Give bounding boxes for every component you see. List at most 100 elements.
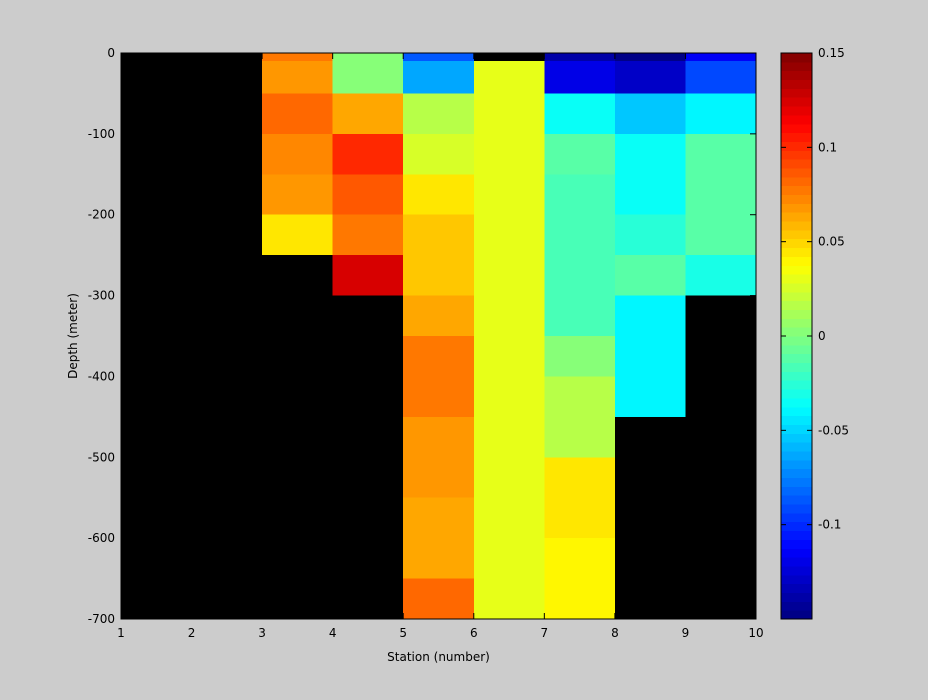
x-tick-label: 10 <box>748 626 763 640</box>
colorbar-segment <box>781 583 812 593</box>
colorbar-segment <box>781 194 812 204</box>
x-tick-label: 6 <box>470 626 478 640</box>
heatmap-cell <box>262 214 333 256</box>
heatmap-cell <box>614 336 686 377</box>
heatmap-cell <box>403 376 474 417</box>
heatmap-cell <box>544 174 615 215</box>
heatmap-cell <box>544 214 615 256</box>
colorbar-segment <box>781 450 812 461</box>
colorbar-segment <box>781 132 812 142</box>
heatmap-cell <box>332 174 404 215</box>
heatmap-cell <box>614 61 686 94</box>
colorbar-segment <box>781 282 812 293</box>
colorbar-segment <box>781 486 812 496</box>
colorbar-tick-label: 0.05 <box>818 235 845 249</box>
heatmap-cell <box>473 497 545 539</box>
colorbar-segment <box>781 539 812 549</box>
colorbar-segment <box>781 344 812 355</box>
colorbar-segment <box>781 274 812 284</box>
colorbar-segment <box>781 557 812 567</box>
colorbar-segment <box>781 495 812 505</box>
colorbar-segment <box>781 265 812 275</box>
heatmap-cell <box>403 295 474 336</box>
heatmap-cell <box>332 133 404 175</box>
colorbar-segment <box>781 88 812 98</box>
colorbar-segment <box>781 150 812 160</box>
colorbar-segment <box>781 380 812 390</box>
heatmap-cell <box>544 336 615 377</box>
colorbar-segment <box>781 459 812 470</box>
x-tick-label: 5 <box>399 626 407 640</box>
x-tick-label: 4 <box>329 626 337 640</box>
x-tick-label: 8 <box>611 626 619 640</box>
colorbar-segment <box>781 424 812 434</box>
colorbar-segment <box>781 61 812 72</box>
heatmap-cell <box>544 578 615 619</box>
heatmap-cell <box>332 214 404 256</box>
colorbar-segment <box>781 300 812 310</box>
heatmap-cell <box>403 336 474 377</box>
heatmap-cells <box>121 53 756 619</box>
heatmap-cell <box>332 53 404 62</box>
x-tick-label: 9 <box>682 626 690 640</box>
heatmap-cell <box>544 497 615 539</box>
colorbar-segment <box>781 97 812 107</box>
colorbar-segment <box>781 309 812 319</box>
axes-frame <box>120 52 757 620</box>
colorbar-segment <box>781 504 812 514</box>
heatmap-cell <box>262 61 333 94</box>
heatmap-cell <box>685 133 756 175</box>
heatmap-cell <box>332 255 404 296</box>
colorbar-segment <box>781 371 812 381</box>
heatmap-cell <box>403 214 474 256</box>
colorbar-segment <box>781 353 812 364</box>
heatmap-cell <box>544 93 615 134</box>
heatmap-cell <box>473 255 545 296</box>
colorbar-segment <box>781 433 812 443</box>
heatmap-cell <box>614 214 686 256</box>
colorbar-segment <box>781 70 812 81</box>
heatmap-cell <box>403 578 474 619</box>
colorbar-segment <box>781 530 812 540</box>
colorbar-segment <box>781 185 812 195</box>
heatmap-cell <box>473 538 545 579</box>
heatmap-cell <box>544 416 615 458</box>
colorbar-segment <box>781 291 812 302</box>
colorbar-tick-label: 0.15 <box>818 46 845 60</box>
heatmap-cell <box>544 295 615 336</box>
heatmap-cell <box>614 133 686 175</box>
colorbar-ticks: 0.15 0.1 0.05 0 -0.05 -0.1 <box>781 46 849 532</box>
y-tick-label: -100 <box>88 127 115 141</box>
heatmap-cell <box>614 295 686 336</box>
colorbar-segment <box>781 114 812 125</box>
colorbar-segment <box>781 397 812 408</box>
heatmap-cell <box>473 133 545 175</box>
heatmap-cell <box>544 53 615 62</box>
heatmap-cell <box>403 255 474 296</box>
x-tick-label: 7 <box>541 626 549 640</box>
heatmap-cell <box>614 53 686 62</box>
y-tick-label: -200 <box>88 208 115 222</box>
colorbar-segment <box>781 565 812 576</box>
heatmap-cell <box>544 457 615 498</box>
colorbar-segment <box>781 601 812 611</box>
heatmap-cell <box>473 295 545 336</box>
heatmap-cell <box>262 133 333 175</box>
colorbar-segment <box>781 477 812 487</box>
y-tick-label: -600 <box>88 531 115 545</box>
colorbar-segment <box>781 212 812 222</box>
x-tick-label: 1 <box>117 626 125 640</box>
heatmap-cell <box>262 174 333 215</box>
heatmap-cell <box>403 497 474 539</box>
colorbar-segment <box>781 336 812 346</box>
colorbar-segment <box>781 362 812 372</box>
y-tick-label: -400 <box>88 369 115 383</box>
heatmap-cell <box>403 538 474 579</box>
colorbar-segment <box>781 548 812 558</box>
heatmap-cell <box>473 174 545 215</box>
colorbar-segment <box>781 106 812 116</box>
colorbar <box>780 52 813 620</box>
heatmap-cell <box>614 174 686 215</box>
colorbar-segment <box>781 238 812 249</box>
